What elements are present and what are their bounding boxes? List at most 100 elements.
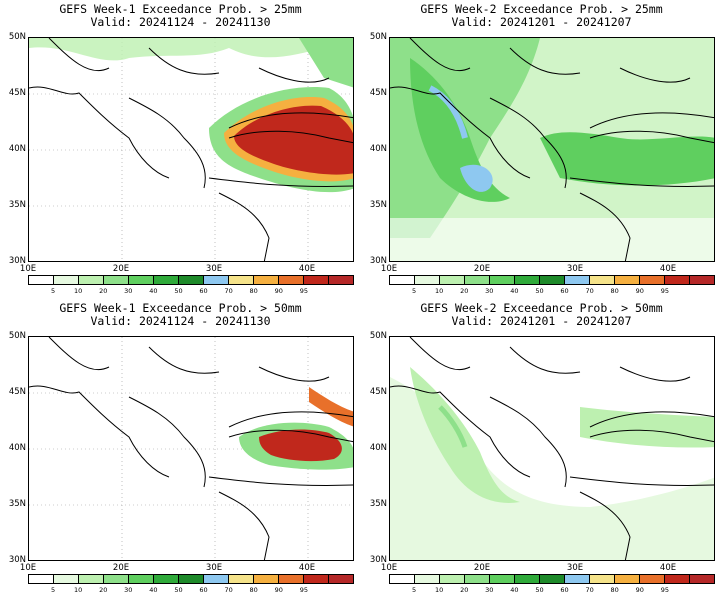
colorbar-swatch: [304, 575, 329, 583]
lat-label: 40N: [8, 144, 26, 154]
colorbar-label: 5: [50, 586, 56, 594]
colorbar-swatch: [229, 575, 254, 583]
lon-label: 30E: [566, 264, 584, 274]
panel-week1-25mm: GEFS Week-1 Exceedance Prob. > 25mm Vali…: [0, 0, 361, 299]
colorbar-label: 40: [149, 586, 158, 594]
lat-label: 50N: [8, 32, 26, 42]
colorbar-label: 5: [411, 586, 417, 594]
colorbar-label: 60: [199, 586, 208, 594]
lat-label: 50N: [8, 331, 26, 341]
lat-label: 45N: [8, 88, 26, 98]
panel-week2-25mm: GEFS Week-2 Exceedance Prob. > 25mm Vali…: [361, 0, 722, 299]
colorbar-swatch: [390, 276, 415, 284]
lat-label: 35N: [369, 499, 387, 509]
lat-label: 35N: [8, 200, 26, 210]
probability-map: [29, 337, 353, 560]
lon-label: 40E: [298, 563, 316, 573]
panel-valid-dates: Valid: 20241124 - 20241130: [90, 15, 271, 29]
colorbar-label: 20: [99, 287, 108, 295]
colorbar-label: 80: [610, 287, 619, 295]
colorbar-swatch: [490, 575, 515, 583]
colorbar-swatch: [204, 575, 229, 583]
colorbar-label: 30: [124, 287, 133, 295]
lon-label: 30E: [205, 264, 223, 274]
colorbar-label: 95: [660, 287, 669, 295]
panel-valid-dates: Valid: 20241201 - 20241207: [451, 314, 632, 328]
lat-label: 30N: [8, 555, 26, 565]
lon-label: 40E: [659, 264, 677, 274]
colorbar-swatch: [590, 276, 615, 284]
lon-label: 20E: [112, 563, 130, 573]
colorbar-swatch: [79, 276, 104, 284]
map-frame: [389, 37, 715, 262]
lat-label: 45N: [369, 88, 387, 98]
colorbar-label: 95: [660, 586, 669, 594]
lat-label: 50N: [369, 331, 387, 341]
colorbar-label: 80: [610, 586, 619, 594]
colorbar-swatch: [179, 575, 204, 583]
colorbar-label: 60: [560, 287, 569, 295]
colorbar-label: 10: [74, 586, 83, 594]
colorbar-label: 60: [560, 586, 569, 594]
colorbar-swatch: [515, 575, 540, 583]
colorbar-swatch: [54, 276, 79, 284]
lat-label: 45N: [8, 387, 26, 397]
colorbar-label: 30: [485, 586, 494, 594]
colorbar-swatch: [54, 575, 79, 583]
colorbar-swatch: [304, 276, 329, 284]
colorbar-swatch: [29, 575, 54, 583]
colorbar-swatch: [465, 575, 490, 583]
colorbar-label: 40: [510, 287, 519, 295]
colorbar-label: 20: [99, 586, 108, 594]
colorbar-label: 20: [460, 287, 469, 295]
colorbar-swatch: [104, 575, 129, 583]
colorbar-label: 10: [435, 586, 444, 594]
lon-label: 40E: [298, 264, 316, 274]
lon-label: 10E: [19, 264, 37, 274]
panel-title: GEFS Week-2 Exceedance Prob. > 50mm: [420, 301, 663, 315]
colorbar-swatch: [665, 575, 690, 583]
colorbar-label: 30: [124, 586, 133, 594]
panel-valid-dates: Valid: 20241201 - 20241207: [451, 15, 632, 29]
colorbar-label: 80: [249, 586, 258, 594]
probability-map: [390, 38, 714, 261]
colorbar-swatch: [440, 276, 465, 284]
panel-week2-50mm: GEFS Week-2 Exceedance Prob. > 50mm Vali…: [361, 299, 722, 598]
colorbar-label: 70: [585, 586, 594, 594]
probability-map: [29, 38, 353, 261]
map-frame: [389, 336, 715, 561]
colorbar-swatch: [129, 276, 154, 284]
colorbar-swatch: [640, 575, 665, 583]
panel-title: GEFS Week-1 Exceedance Prob. > 25mm: [59, 2, 302, 16]
lat-label: 30N: [8, 256, 26, 266]
colorbar-swatch: [129, 575, 154, 583]
colorbar-swatch: [229, 276, 254, 284]
colorbar-label: 10: [74, 287, 83, 295]
colorbar-label: 50: [535, 287, 544, 295]
colorbar: [389, 275, 715, 285]
colorbar-swatch: [179, 276, 204, 284]
lat-label: 30N: [369, 256, 387, 266]
lon-label: 30E: [205, 563, 223, 573]
lat-label: 35N: [8, 499, 26, 509]
colorbar: [28, 275, 354, 285]
colorbar-swatch: [540, 575, 565, 583]
colorbar-label: 70: [224, 586, 233, 594]
colorbar-swatch: [465, 276, 490, 284]
colorbar-swatch: [565, 575, 590, 583]
colorbar-swatch: [440, 575, 465, 583]
colorbar-swatch: [29, 276, 54, 284]
panel-title: GEFS Week-1 Exceedance Prob. > 50mm: [59, 301, 302, 315]
colorbar-label: 40: [510, 586, 519, 594]
lat-label: 40N: [369, 443, 387, 453]
colorbar-label: 50: [174, 586, 183, 594]
lon-label: 20E: [473, 264, 491, 274]
lat-label: 50N: [369, 32, 387, 42]
colorbar-swatch: [104, 276, 129, 284]
colorbar-swatch: [329, 276, 353, 284]
colorbar-swatch: [329, 575, 353, 583]
lat-label: 40N: [8, 443, 26, 453]
colorbar-label: 10: [435, 287, 444, 295]
colorbar-label: 5: [50, 287, 56, 295]
lon-label: 10E: [19, 563, 37, 573]
